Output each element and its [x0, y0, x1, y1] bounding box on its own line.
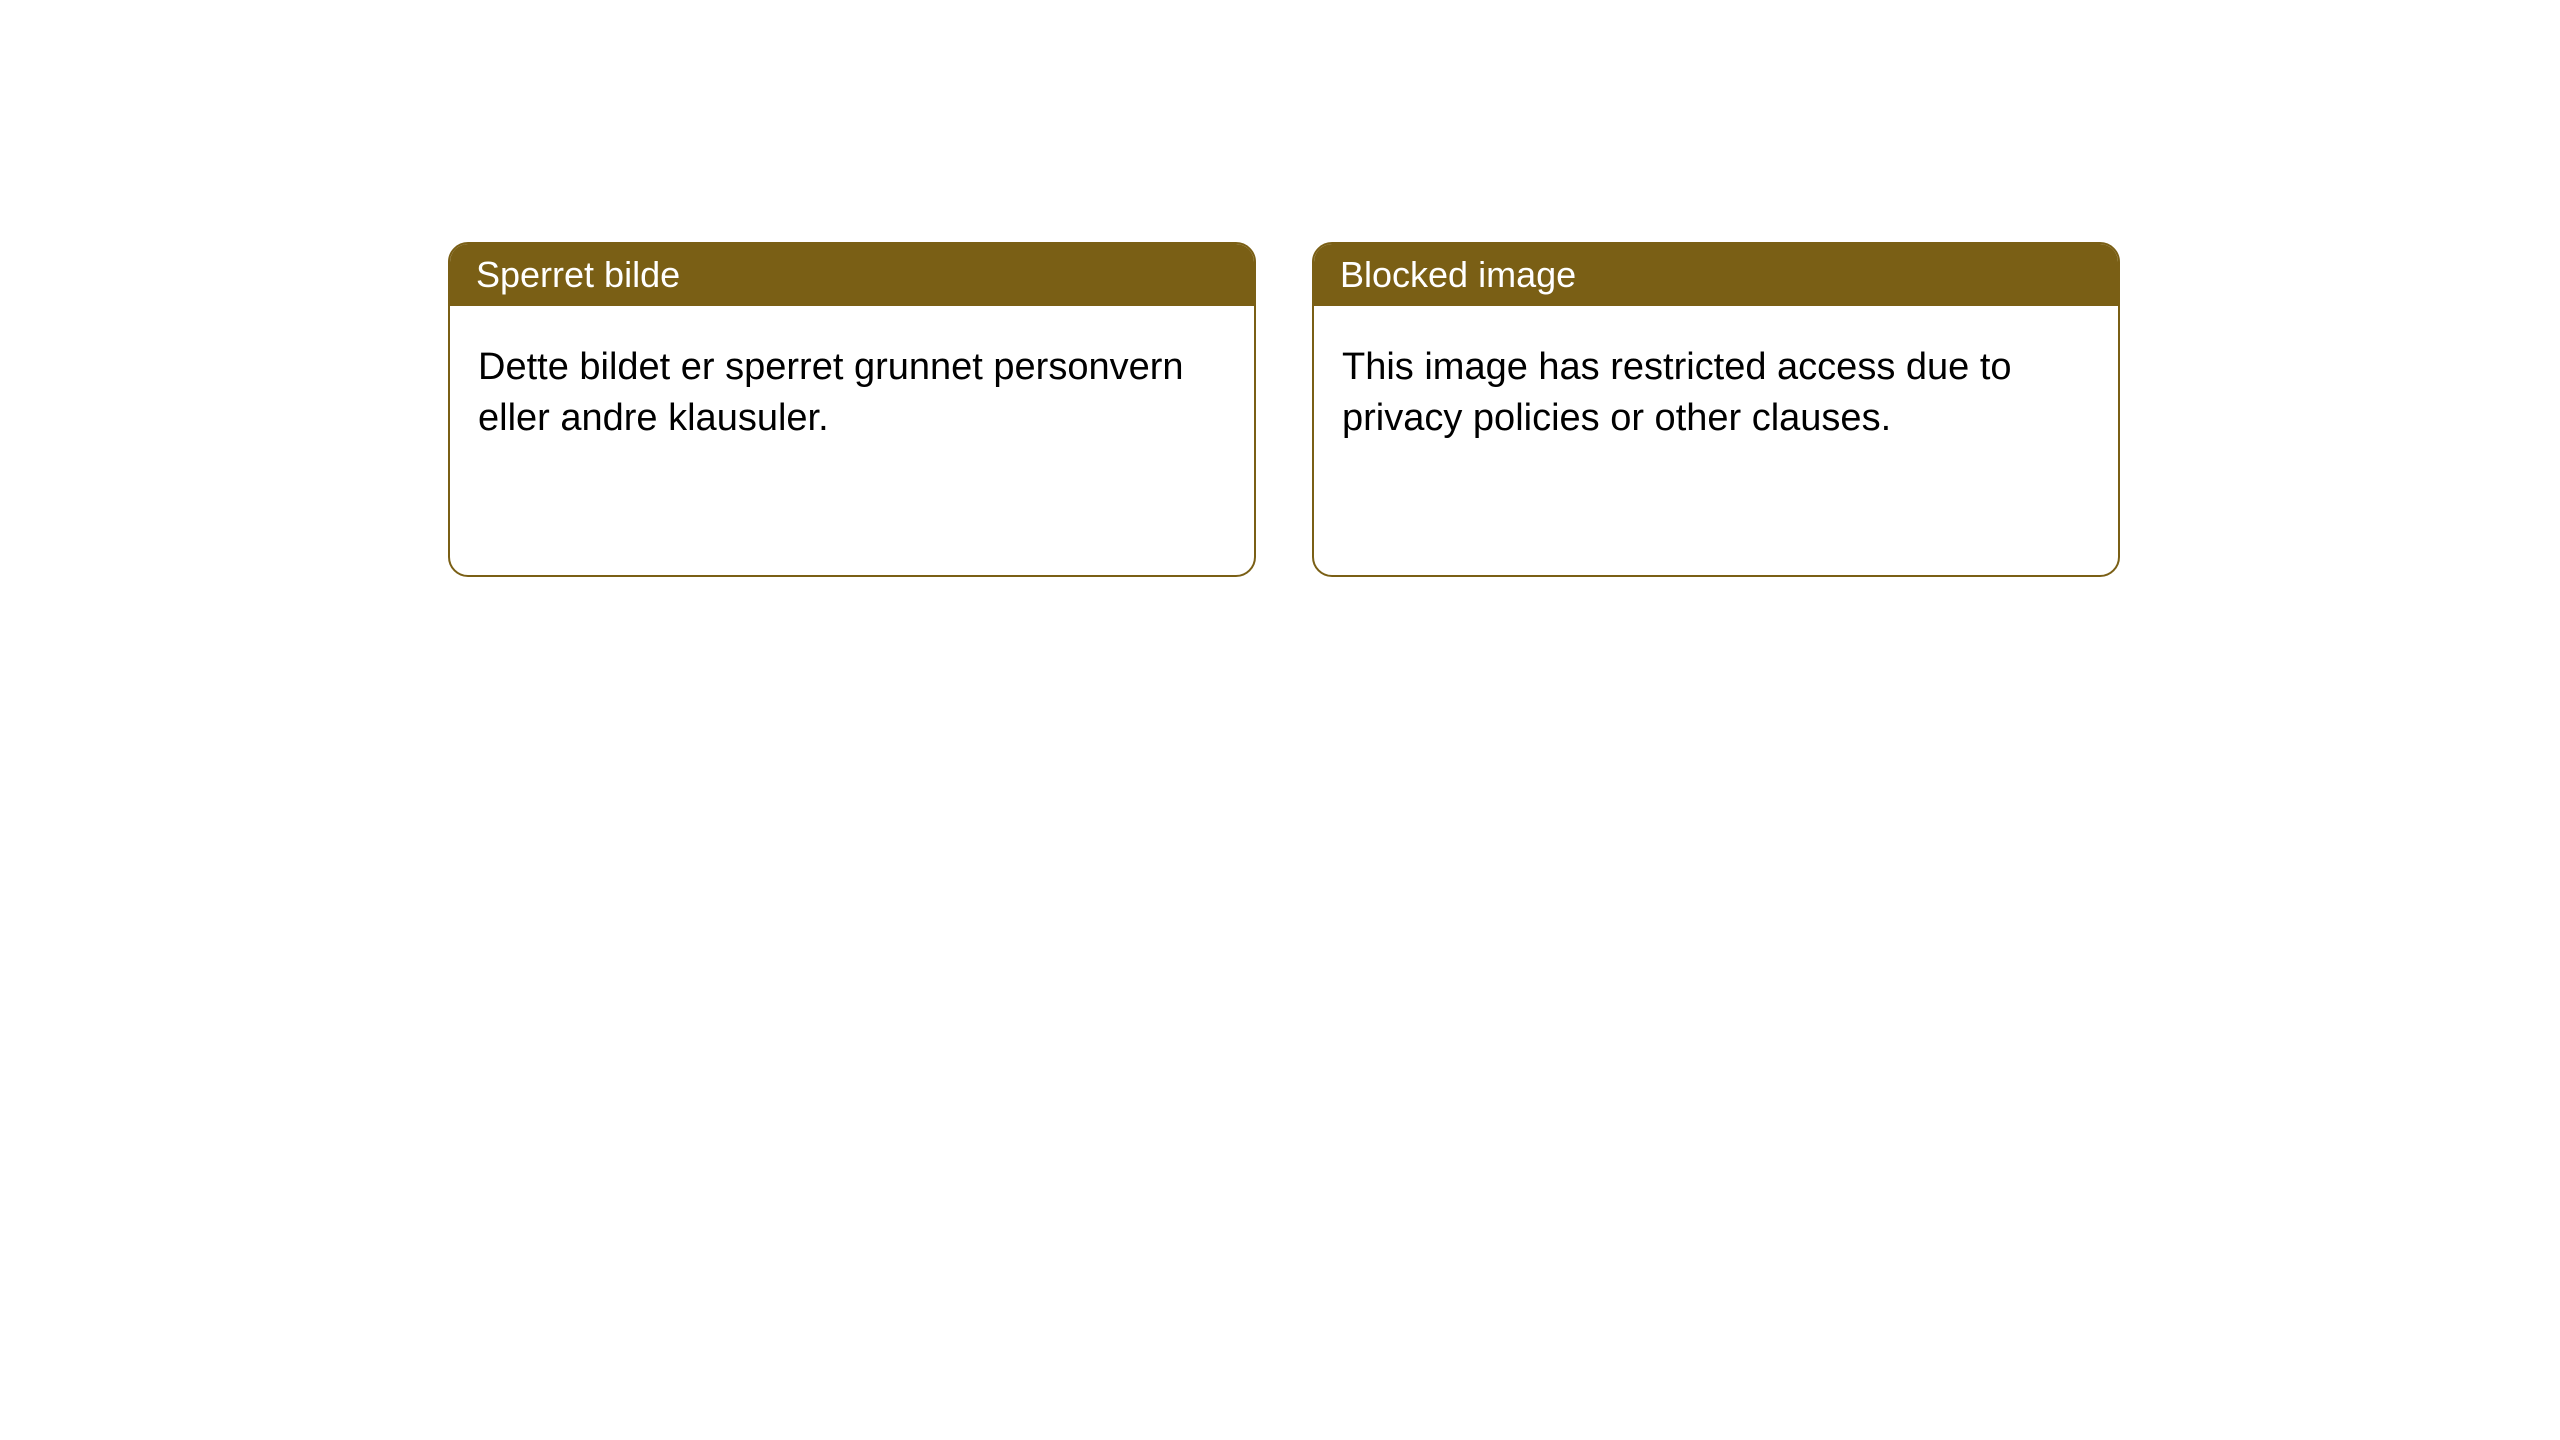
cards-container: Sperret bilde Dette bildet er sperret gr… [0, 0, 2560, 577]
card-body-no: Dette bildet er sperret grunnet personve… [450, 306, 1254, 481]
card-text-en: This image has restricted access due to … [1342, 346, 2012, 439]
card-body-en: This image has restricted access due to … [1314, 306, 2118, 481]
card-title-en: Blocked image [1340, 254, 1576, 295]
card-header-no: Sperret bilde [450, 244, 1254, 306]
card-header-en: Blocked image [1314, 244, 2118, 306]
card-title-no: Sperret bilde [476, 254, 680, 295]
card-text-no: Dette bildet er sperret grunnet personve… [478, 346, 1184, 439]
blocked-image-card-en: Blocked image This image has restricted … [1312, 242, 2120, 577]
blocked-image-card-no: Sperret bilde Dette bildet er sperret gr… [448, 242, 1256, 577]
